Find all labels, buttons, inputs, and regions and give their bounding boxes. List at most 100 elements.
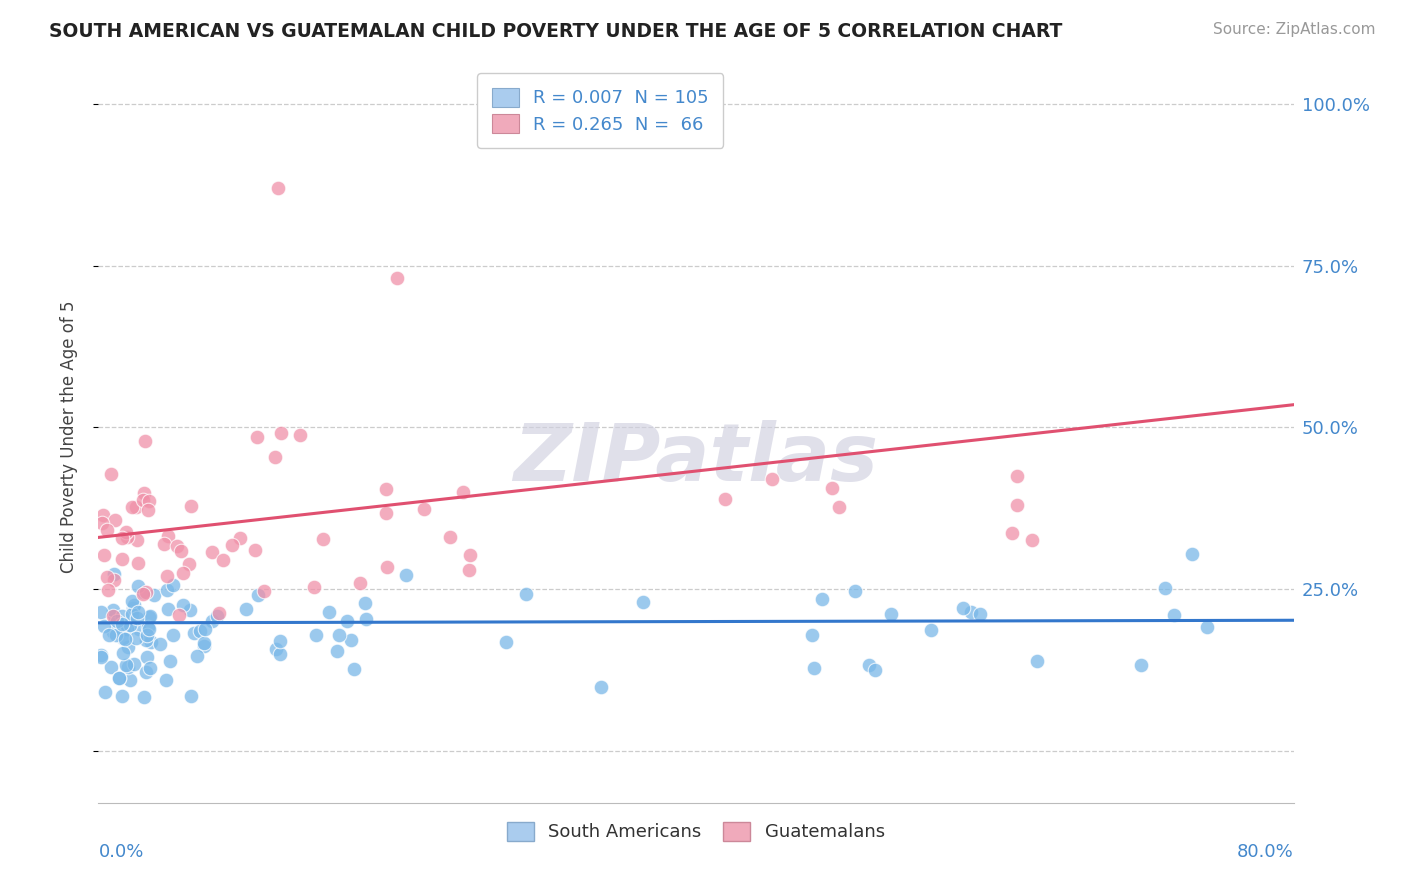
- Point: [149, 637, 172, 651]
- Point: [920, 623, 942, 637]
- Point: [880, 607, 903, 621]
- Point: [305, 628, 328, 642]
- Point: [245, 542, 267, 557]
- Point: [138, 622, 160, 636]
- Point: [136, 619, 159, 633]
- Point: [139, 635, 162, 649]
- Point: [121, 500, 143, 514]
- Point: [132, 587, 155, 601]
- Point: [114, 658, 136, 673]
- Point: [128, 622, 150, 636]
- Point: [155, 673, 177, 687]
- Point: [111, 623, 134, 637]
- Point: [114, 632, 136, 647]
- Point: [131, 585, 153, 599]
- Point: [105, 614, 128, 628]
- Point: [112, 646, 135, 660]
- Point: [125, 631, 148, 645]
- Point: [761, 472, 783, 486]
- Point: [194, 622, 217, 636]
- Point: [439, 530, 461, 544]
- Point: [803, 661, 825, 675]
- Point: [1154, 582, 1177, 596]
- Point: [221, 538, 243, 552]
- Point: [395, 567, 418, 582]
- Point: [157, 529, 180, 543]
- Point: [374, 482, 396, 496]
- Point: [101, 602, 124, 616]
- Point: [863, 663, 886, 677]
- Point: [1181, 547, 1204, 561]
- Point: [179, 603, 201, 617]
- Point: [188, 624, 211, 639]
- Point: [100, 467, 122, 482]
- Point: [96, 523, 118, 537]
- Point: [127, 579, 149, 593]
- Point: [97, 583, 120, 598]
- Point: [302, 580, 325, 594]
- Point: [246, 588, 269, 602]
- Point: [385, 271, 409, 285]
- Point: [267, 181, 290, 195]
- Point: [132, 690, 155, 705]
- Point: [120, 618, 142, 632]
- Text: 0.0%: 0.0%: [98, 843, 143, 861]
- Point: [264, 450, 287, 464]
- Point: [103, 608, 125, 623]
- Point: [122, 601, 145, 615]
- Point: [1026, 654, 1049, 668]
- Point: [264, 642, 287, 657]
- Point: [952, 601, 974, 615]
- Point: [107, 671, 129, 685]
- Point: [101, 609, 124, 624]
- Point: [118, 673, 141, 687]
- Point: [139, 661, 162, 675]
- Point: [103, 573, 125, 587]
- Point: [166, 539, 188, 553]
- Point: [336, 614, 359, 628]
- Point: [246, 429, 269, 443]
- Point: [201, 545, 224, 559]
- Point: [110, 609, 132, 624]
- Point: [349, 575, 371, 590]
- Point: [117, 530, 139, 544]
- Point: [121, 607, 143, 621]
- Point: [180, 499, 202, 513]
- Point: [121, 594, 143, 608]
- Text: SOUTH AMERICAN VS GUATEMALAN CHILD POVERTY UNDER THE AGE OF 5 CORRELATION CHART: SOUTH AMERICAN VS GUATEMALAN CHILD POVER…: [49, 22, 1063, 41]
- Point: [100, 659, 122, 673]
- Point: [108, 671, 131, 685]
- Point: [212, 553, 235, 567]
- Text: 80.0%: 80.0%: [1237, 843, 1294, 861]
- Point: [714, 492, 737, 507]
- Point: [193, 639, 215, 653]
- Point: [124, 500, 146, 514]
- Point: [135, 665, 157, 679]
- Point: [288, 428, 311, 442]
- Point: [93, 548, 115, 562]
- Point: [122, 598, 145, 612]
- Point: [157, 602, 180, 616]
- Point: [138, 608, 160, 623]
- Point: [159, 654, 181, 668]
- Point: [374, 506, 396, 520]
- Point: [136, 627, 159, 641]
- Point: [111, 689, 134, 703]
- Point: [340, 632, 363, 647]
- Point: [235, 601, 257, 615]
- Point: [354, 612, 377, 626]
- Point: [269, 647, 291, 661]
- Point: [1163, 607, 1185, 622]
- Point: [207, 609, 229, 624]
- Point: [136, 649, 159, 664]
- Point: [1001, 526, 1024, 541]
- Point: [631, 595, 654, 609]
- Text: ZIPatlas: ZIPatlas: [513, 420, 879, 498]
- Point: [354, 596, 377, 610]
- Point: [1130, 658, 1153, 673]
- Point: [96, 570, 118, 584]
- Text: Source: ZipAtlas.com: Source: ZipAtlas.com: [1212, 22, 1375, 37]
- Point: [858, 657, 880, 672]
- Point: [127, 605, 149, 619]
- Point: [131, 492, 153, 507]
